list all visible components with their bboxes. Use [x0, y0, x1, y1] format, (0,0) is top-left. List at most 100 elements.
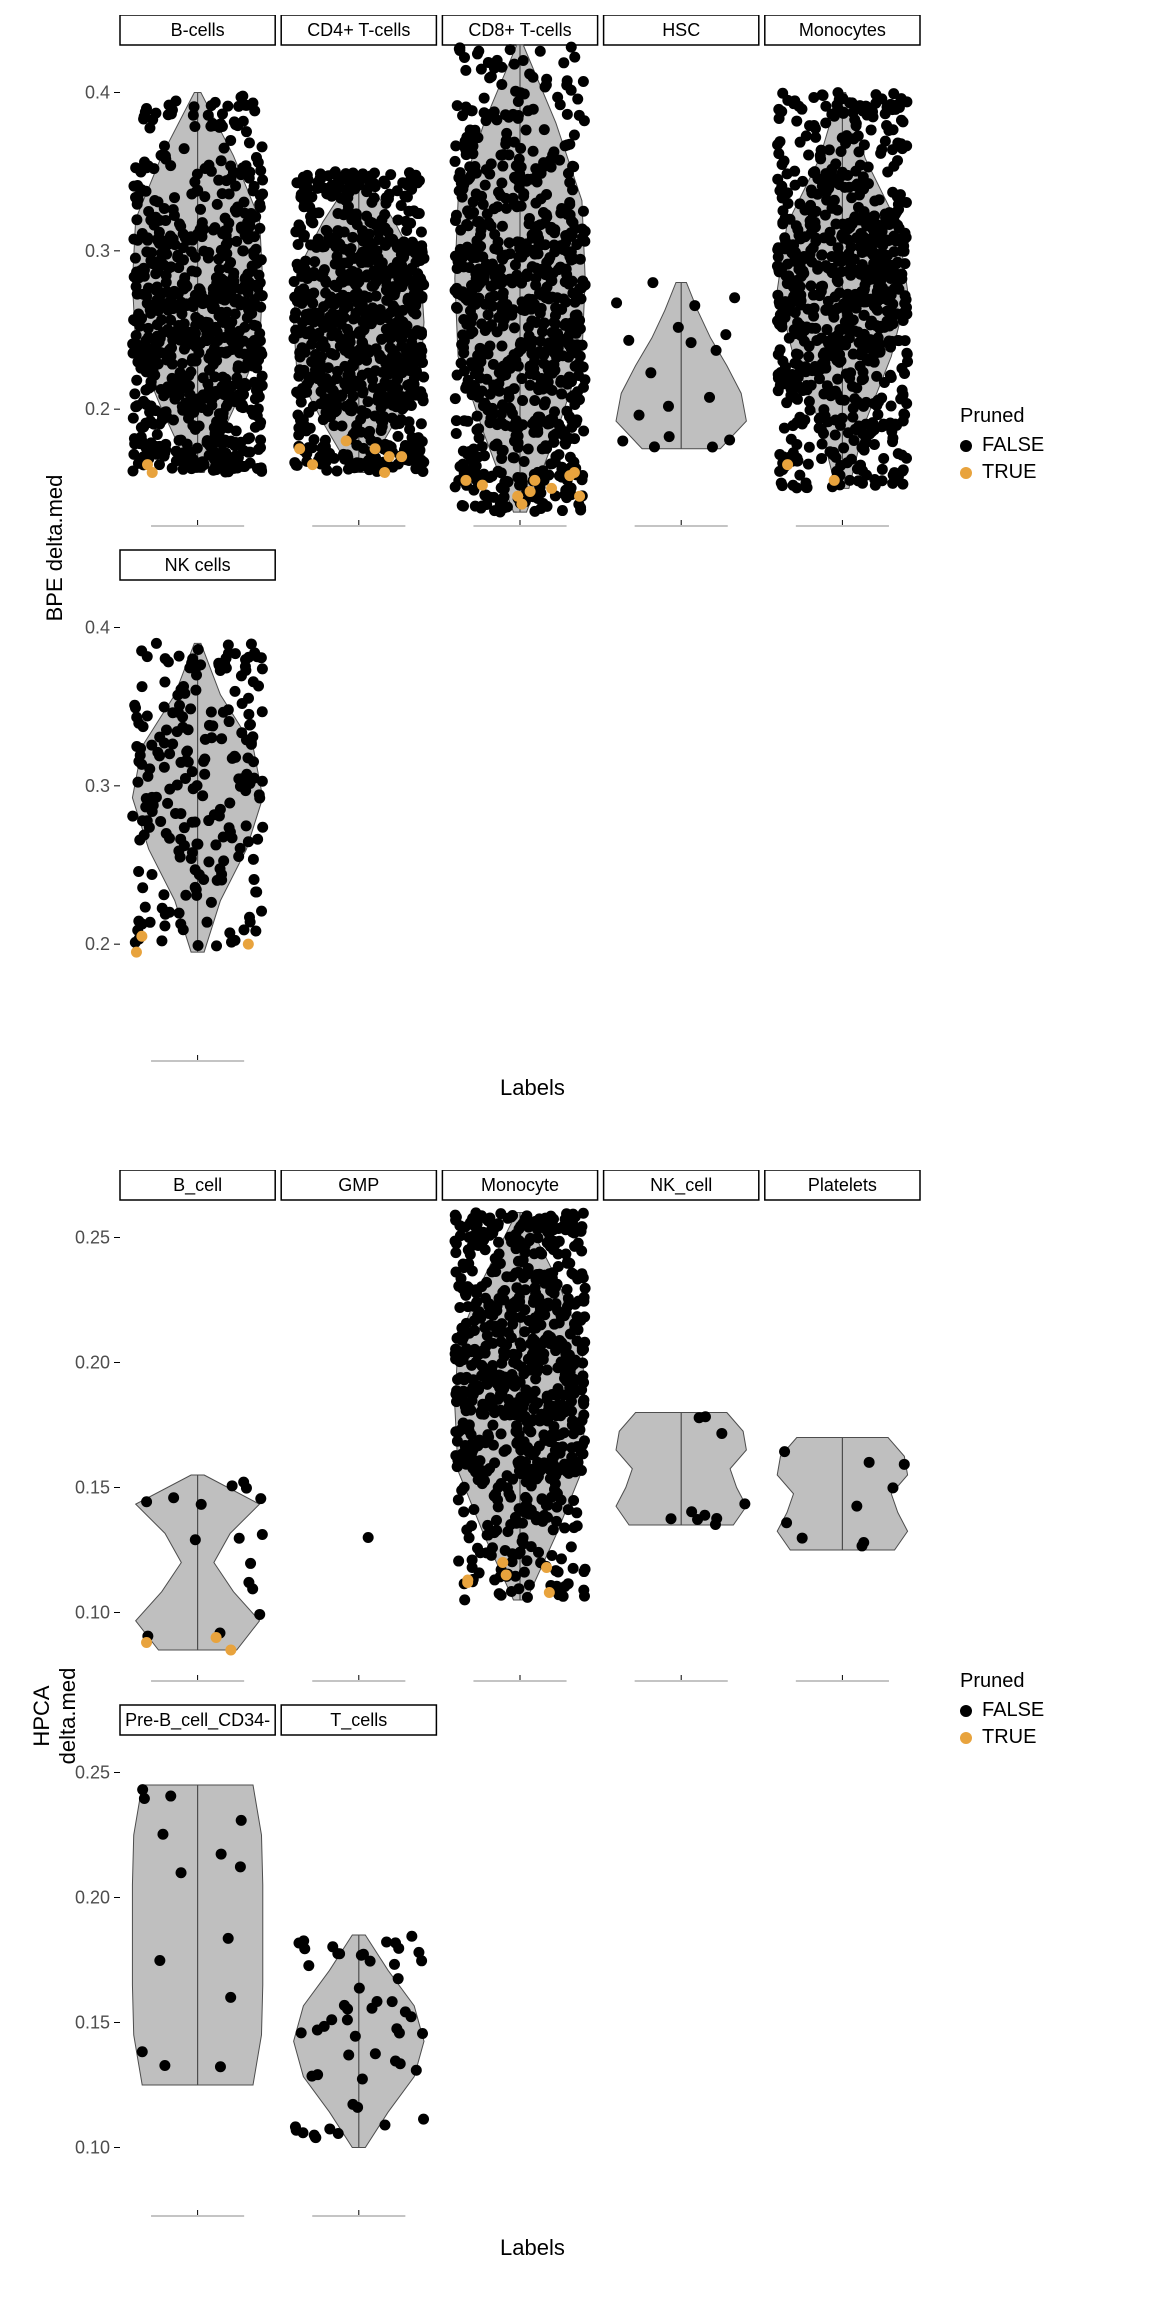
data-point: [772, 290, 783, 301]
data-point: [486, 158, 497, 169]
data-point: [564, 470, 575, 481]
data-point: [707, 441, 718, 452]
data-point: [773, 148, 784, 159]
data-point: [178, 924, 189, 935]
data-point: [180, 890, 191, 901]
data-point: [634, 410, 645, 421]
data-point: [898, 307, 909, 318]
data-point: [483, 57, 494, 68]
data-point: [404, 391, 415, 402]
data-point: [899, 368, 910, 379]
data-point: [686, 1506, 697, 1517]
data-point: [460, 293, 471, 304]
data-point: [786, 388, 797, 399]
data-point: [496, 273, 507, 284]
data-point: [820, 118, 831, 129]
data-point: [238, 924, 249, 935]
data-point: [560, 237, 571, 248]
data-point: [309, 2130, 320, 2141]
data-point: [158, 889, 169, 900]
data-point: [178, 301, 189, 312]
data-point: [152, 282, 163, 293]
data-point: [312, 2069, 323, 2080]
data-point: [797, 1533, 808, 1544]
data-point: [402, 327, 413, 338]
data-point: [541, 211, 552, 222]
data-point: [529, 395, 540, 406]
data-point: [810, 361, 821, 372]
data-point: [489, 1574, 500, 1585]
data-point: [159, 676, 170, 687]
data-point: [248, 854, 259, 865]
data-point: [132, 235, 143, 246]
data-point: [141, 1496, 152, 1507]
data-point: [229, 686, 240, 697]
data-point: [197, 790, 208, 801]
y-tick-label: 0.25: [75, 1228, 110, 1248]
data-point: [496, 177, 507, 188]
data-point: [540, 239, 551, 250]
data-point: [147, 467, 158, 478]
data-point: [203, 815, 214, 826]
data-point: [513, 1256, 524, 1267]
data-point: [140, 186, 151, 197]
data-point: [195, 338, 206, 349]
data-point: [505, 404, 516, 415]
data-point: [457, 329, 468, 340]
data-point: [859, 438, 870, 449]
data-point: [226, 316, 237, 327]
data-point: [828, 447, 839, 458]
data-point: [290, 307, 301, 318]
data-point: [568, 217, 579, 228]
data-point: [482, 208, 493, 219]
data-point: [716, 1428, 727, 1439]
facet-label: B-cells: [171, 20, 225, 40]
data-point: [181, 755, 192, 766]
data-point: [141, 793, 152, 804]
data-point: [128, 413, 139, 424]
data-point: [830, 291, 841, 302]
data-point: [381, 1936, 392, 1947]
data-point: [496, 1358, 507, 1369]
data-point: [186, 246, 197, 257]
data-point: [230, 450, 241, 461]
data-point: [471, 235, 482, 246]
data-point: [579, 1435, 590, 1446]
data-point: [211, 1632, 222, 1643]
data-point: [377, 421, 388, 432]
data-point: [495, 1208, 506, 1219]
legend: PrunedFALSETRUE: [960, 1670, 1044, 1753]
data-point: [227, 1480, 238, 1491]
data-point: [450, 285, 461, 296]
data-point: [129, 433, 140, 444]
data-point: [404, 416, 415, 427]
data-point: [553, 449, 564, 460]
facet-grid: B_cell0.100.150.200.25GMPMonocyteNK_cell…: [50, 1170, 970, 2270]
data-point: [352, 219, 363, 230]
data-point: [789, 358, 800, 369]
y-tick-label: 0.3: [85, 241, 110, 261]
data-point: [551, 352, 562, 363]
data-point: [466, 1520, 477, 1531]
data-point: [561, 80, 572, 91]
data-point: [552, 92, 563, 103]
data-point: [534, 1221, 545, 1232]
data-point: [161, 724, 172, 735]
data-point: [843, 320, 854, 331]
data-point: [385, 307, 396, 318]
data-point: [781, 1517, 792, 1528]
data-point: [476, 1210, 487, 1221]
data-point: [566, 1442, 577, 1453]
data-point: [564, 139, 575, 150]
data-point: [130, 253, 141, 264]
data-point: [140, 902, 151, 913]
data-point: [536, 1249, 547, 1260]
data-point: [888, 470, 899, 481]
data-point: [190, 320, 201, 331]
data-point: [339, 2000, 350, 2011]
data-point: [152, 348, 163, 359]
data-point: [243, 447, 254, 458]
data-point: [542, 1500, 553, 1511]
data-point: [803, 351, 814, 362]
data-point: [387, 413, 398, 424]
